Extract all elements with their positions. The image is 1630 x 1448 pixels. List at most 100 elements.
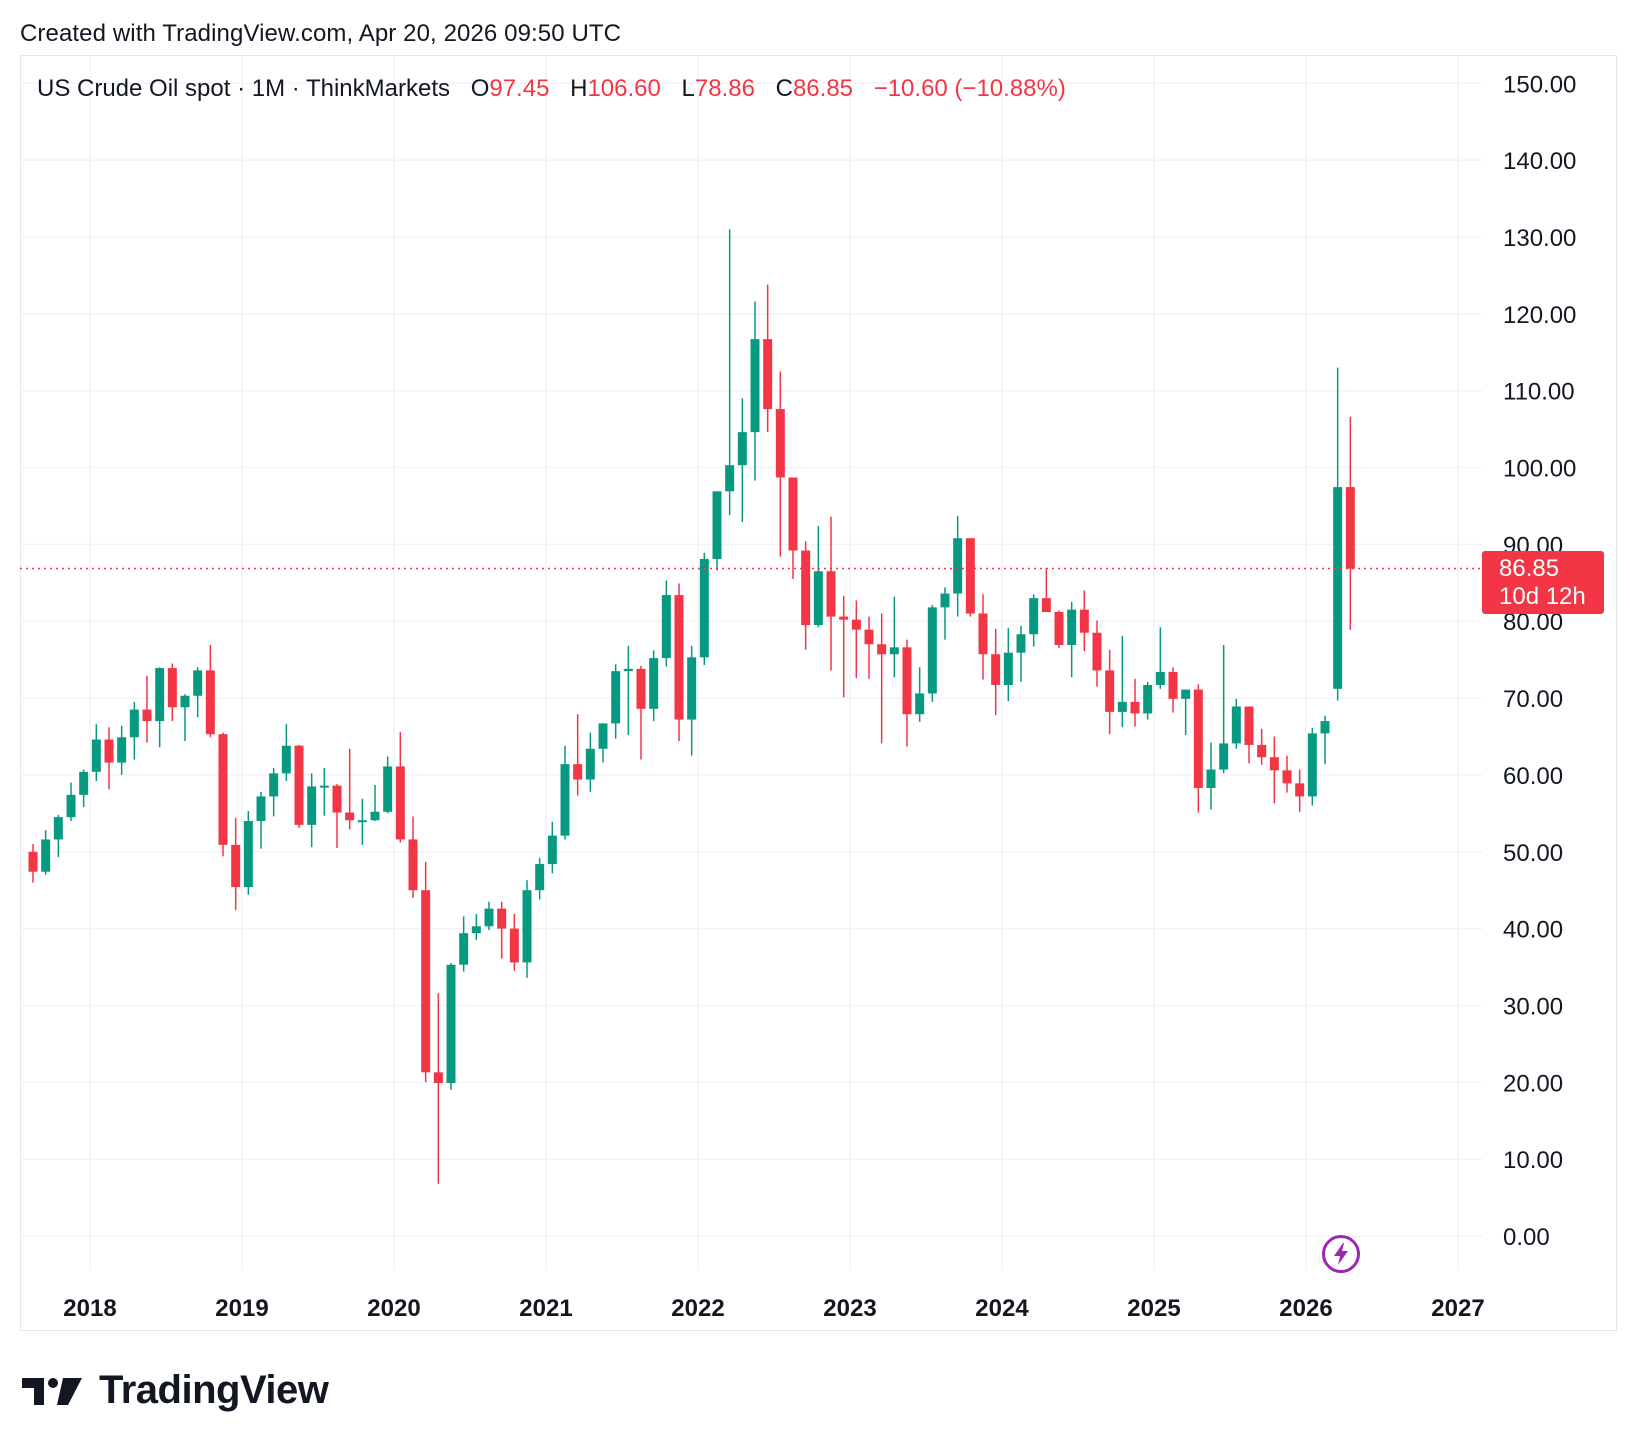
candle xyxy=(927,605,937,702)
candle-body xyxy=(1155,671,1165,685)
candle xyxy=(319,767,329,816)
candle xyxy=(699,552,709,666)
candle-body xyxy=(826,571,836,617)
candle-body xyxy=(1269,757,1279,771)
candle-body xyxy=(1041,598,1051,612)
time-axis-label: 2019 xyxy=(215,1295,268,1322)
candle-body xyxy=(370,811,380,821)
last-price-value: 86.85 xyxy=(1499,555,1560,582)
candle-body xyxy=(383,766,393,812)
candle-body xyxy=(573,764,583,780)
lightning-bolt-icon[interactable] xyxy=(1321,1234,1361,1274)
candle-body xyxy=(687,657,697,720)
candle-body xyxy=(801,550,811,626)
candle-body xyxy=(1206,769,1216,788)
price-axis-label: 70.00 xyxy=(1503,686,1563,713)
price-axis-label: 120.00 xyxy=(1503,302,1576,329)
candle-body xyxy=(649,658,659,709)
price-chart[interactable]: 0.00 10.00 20.00 30.00 40.00 50.00 60.00 70.00 8… xyxy=(0,0,1630,1340)
candle-body xyxy=(535,864,545,891)
candle-body xyxy=(1231,706,1241,744)
candle xyxy=(1168,667,1178,713)
candle xyxy=(737,398,747,523)
candle xyxy=(53,814,63,858)
candle xyxy=(446,963,456,1090)
candle-body xyxy=(902,647,912,715)
candle-body xyxy=(965,538,975,614)
candle xyxy=(1130,678,1140,727)
candle xyxy=(1067,601,1077,678)
candle-body xyxy=(1117,701,1127,712)
candle-body xyxy=(117,737,127,763)
candle-body xyxy=(1307,733,1317,797)
candle xyxy=(1016,625,1026,682)
candle-body xyxy=(978,613,988,655)
candle-body xyxy=(991,654,1001,685)
candle-body xyxy=(623,668,633,672)
candle-body xyxy=(446,964,456,1084)
time-axis-label: 2026 xyxy=(1279,1295,1332,1322)
candle-body xyxy=(307,786,317,825)
candle-body xyxy=(509,928,519,963)
candle xyxy=(294,744,304,828)
candle xyxy=(1295,769,1305,812)
price-axis: 0.0010.0020.0030.0040.0050.0060.0070.008… xyxy=(1503,71,1576,1251)
candle xyxy=(1193,684,1203,813)
candle-body xyxy=(319,785,329,788)
candle xyxy=(256,791,266,849)
price-axis-label: 150.00 xyxy=(1503,71,1576,98)
price-axis-label: 140.00 xyxy=(1503,148,1576,175)
candle xyxy=(826,516,836,671)
candle-body xyxy=(1193,689,1203,788)
open-value: 97.45 xyxy=(489,75,550,102)
candle-body xyxy=(1054,611,1064,646)
chart-frame[interactable] xyxy=(20,55,1617,1331)
candle xyxy=(585,732,595,792)
candle-body xyxy=(851,619,861,630)
candle-body xyxy=(1282,770,1292,784)
candle-body xyxy=(915,693,925,715)
candle-body xyxy=(611,671,621,724)
candle xyxy=(459,916,469,972)
candle xyxy=(167,663,177,722)
price-axis-label: 50.00 xyxy=(1503,840,1563,867)
candle xyxy=(509,913,519,971)
candlestick-series xyxy=(28,229,1355,1184)
price-axis-label: 40.00 xyxy=(1503,917,1563,944)
candle-body xyxy=(522,890,532,963)
candle xyxy=(1206,742,1216,810)
candle-body xyxy=(193,670,203,696)
candle xyxy=(155,667,165,748)
price-axis-label: 130.00 xyxy=(1503,225,1576,252)
open-label: O xyxy=(470,75,490,102)
candle xyxy=(1054,610,1064,649)
time-axis-label: 2023 xyxy=(823,1295,876,1322)
tradingview-wordmark: TradingView xyxy=(99,1368,329,1412)
candle-body xyxy=(155,668,165,722)
candle xyxy=(725,229,735,516)
candle xyxy=(801,541,811,650)
candle xyxy=(915,667,925,722)
candle-body xyxy=(1130,701,1140,714)
bar-countdown: 10d 12h xyxy=(1499,583,1586,610)
candle xyxy=(129,701,139,760)
candle-body xyxy=(1003,652,1013,685)
candle xyxy=(623,645,633,735)
candle-body xyxy=(560,764,570,836)
candle-body xyxy=(421,890,431,1073)
price-axis-label: 110.00 xyxy=(1503,379,1575,406)
candle-body xyxy=(1295,783,1305,797)
candle xyxy=(598,723,608,763)
candle-body xyxy=(763,339,773,410)
candle xyxy=(573,714,583,796)
candle xyxy=(1041,568,1051,612)
candle-body xyxy=(813,571,823,626)
candle xyxy=(940,587,950,640)
candle xyxy=(1345,416,1355,630)
candle xyxy=(421,861,431,1083)
candle-body xyxy=(674,595,684,720)
candle xyxy=(877,613,887,744)
candle-body xyxy=(345,812,355,821)
candle-body xyxy=(104,739,114,763)
time-axis-label: 2018 xyxy=(63,1295,116,1322)
